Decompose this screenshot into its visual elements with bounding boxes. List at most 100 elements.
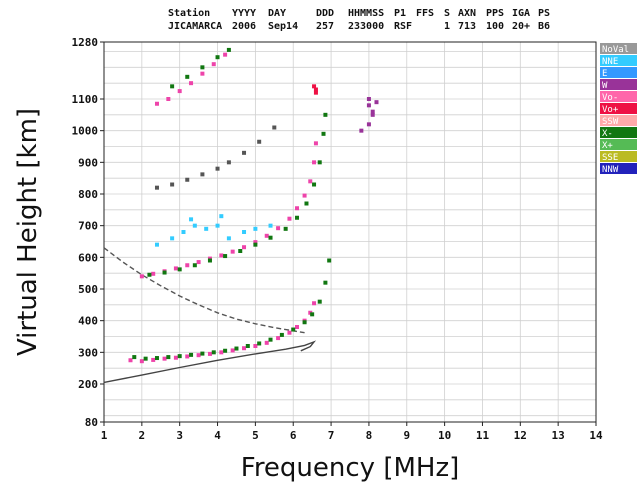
data-point xyxy=(257,341,262,346)
data-point xyxy=(177,267,182,272)
x-tick-label: 11 xyxy=(476,429,490,442)
y-tick-label: 700 xyxy=(78,220,98,233)
data-point xyxy=(312,182,317,187)
data-point xyxy=(154,356,159,361)
plot-frame xyxy=(103,41,597,423)
y-tick-label: 200 xyxy=(78,378,98,391)
data-point xyxy=(219,253,224,258)
data-point xyxy=(238,249,243,253)
header-label: DDD xyxy=(316,8,334,19)
header-value: RSF xyxy=(394,21,412,32)
data-point xyxy=(264,340,269,345)
data-point xyxy=(192,223,197,228)
data-point xyxy=(162,270,167,275)
data-point xyxy=(313,90,318,95)
legend-swatch xyxy=(600,115,637,126)
data-point xyxy=(226,236,231,241)
data-point xyxy=(154,242,159,247)
data-point xyxy=(295,215,300,220)
data-point xyxy=(154,101,159,106)
x-tick-label: 7 xyxy=(328,429,335,442)
data-point xyxy=(312,301,317,306)
header-label: DAY xyxy=(268,8,286,19)
model-curve-solid xyxy=(103,340,317,384)
data-point xyxy=(223,348,228,353)
data-point xyxy=(242,346,247,351)
data-point xyxy=(242,245,247,250)
data-point xyxy=(207,258,212,263)
x-tick-label: 5 xyxy=(252,429,259,442)
y-tick-label: 400 xyxy=(78,315,98,328)
legend-swatch xyxy=(600,163,637,174)
data-point xyxy=(370,109,375,114)
data-point xyxy=(151,271,156,276)
y-tick-label: 1000 xyxy=(72,125,99,138)
y-tick-label: 800 xyxy=(78,188,98,201)
header-value: 100 xyxy=(486,21,504,32)
header-value: 257 xyxy=(316,21,334,32)
data-point xyxy=(177,89,182,94)
legend-label: NNE xyxy=(602,57,618,67)
x-tick-label: 1 xyxy=(101,429,108,442)
data-point xyxy=(295,206,300,211)
header-value: Sep14 xyxy=(268,21,298,32)
data-point xyxy=(242,230,247,234)
y-tick-label: 300 xyxy=(78,346,98,359)
data-point xyxy=(374,100,379,105)
data-point xyxy=(366,122,371,127)
y-axis-title: Virtual Height [km] xyxy=(13,108,43,356)
y-axis-ticks: 80 200 300 400 500 600 700 800 900 1000 1100 1280 xyxy=(72,36,104,429)
data-point xyxy=(219,350,224,355)
data-point xyxy=(200,71,205,76)
data-point xyxy=(370,112,375,117)
data-point xyxy=(264,233,269,238)
header-value: 233000 xyxy=(348,21,384,32)
header-label: IGA xyxy=(512,8,530,19)
header-label: YYYY xyxy=(232,8,256,19)
data-point xyxy=(173,355,178,360)
data-point xyxy=(313,141,318,146)
data-point xyxy=(304,201,309,206)
data-point xyxy=(312,84,317,89)
x-tick-label: 13 xyxy=(552,429,565,442)
data-point xyxy=(295,325,300,329)
data-point xyxy=(192,263,197,268)
legend-swatch xyxy=(600,79,637,90)
x-tick-label: 10 xyxy=(438,429,451,442)
header-label: PS xyxy=(538,8,550,19)
data-point xyxy=(310,312,315,317)
data-point xyxy=(170,182,175,187)
x-tick-label: 4 xyxy=(214,429,221,442)
data-point xyxy=(268,235,273,240)
data-point xyxy=(321,131,326,136)
x-tick-label: 2 xyxy=(139,429,146,442)
legend-label: NNW xyxy=(602,165,619,175)
header-value: 1 xyxy=(444,21,450,32)
x-tick-label: 9 xyxy=(403,429,410,442)
legend-swatch xyxy=(600,91,637,102)
y-tick-label: 500 xyxy=(78,283,98,296)
header-label: HHMMSS xyxy=(348,8,384,19)
x-tick-label: 6 xyxy=(290,429,297,442)
data-point xyxy=(196,260,201,265)
legend-swatch xyxy=(600,127,637,138)
data-point xyxy=(226,47,231,52)
model-curves xyxy=(103,247,317,384)
legend-label: NoVal xyxy=(602,45,629,55)
data-point xyxy=(219,214,224,219)
data-point xyxy=(279,332,284,337)
data-point xyxy=(291,327,296,332)
header-value: B6 xyxy=(538,21,550,32)
data-point xyxy=(139,274,144,279)
data-point xyxy=(359,128,364,133)
header-label: PPS xyxy=(486,8,504,19)
data-point xyxy=(207,351,212,356)
y-tick-label: 900 xyxy=(78,156,98,169)
data-point xyxy=(257,139,262,144)
data-point xyxy=(253,344,258,348)
data-point xyxy=(317,160,322,165)
data-point xyxy=(223,52,228,57)
data-point xyxy=(253,226,258,231)
data-point xyxy=(268,337,273,342)
